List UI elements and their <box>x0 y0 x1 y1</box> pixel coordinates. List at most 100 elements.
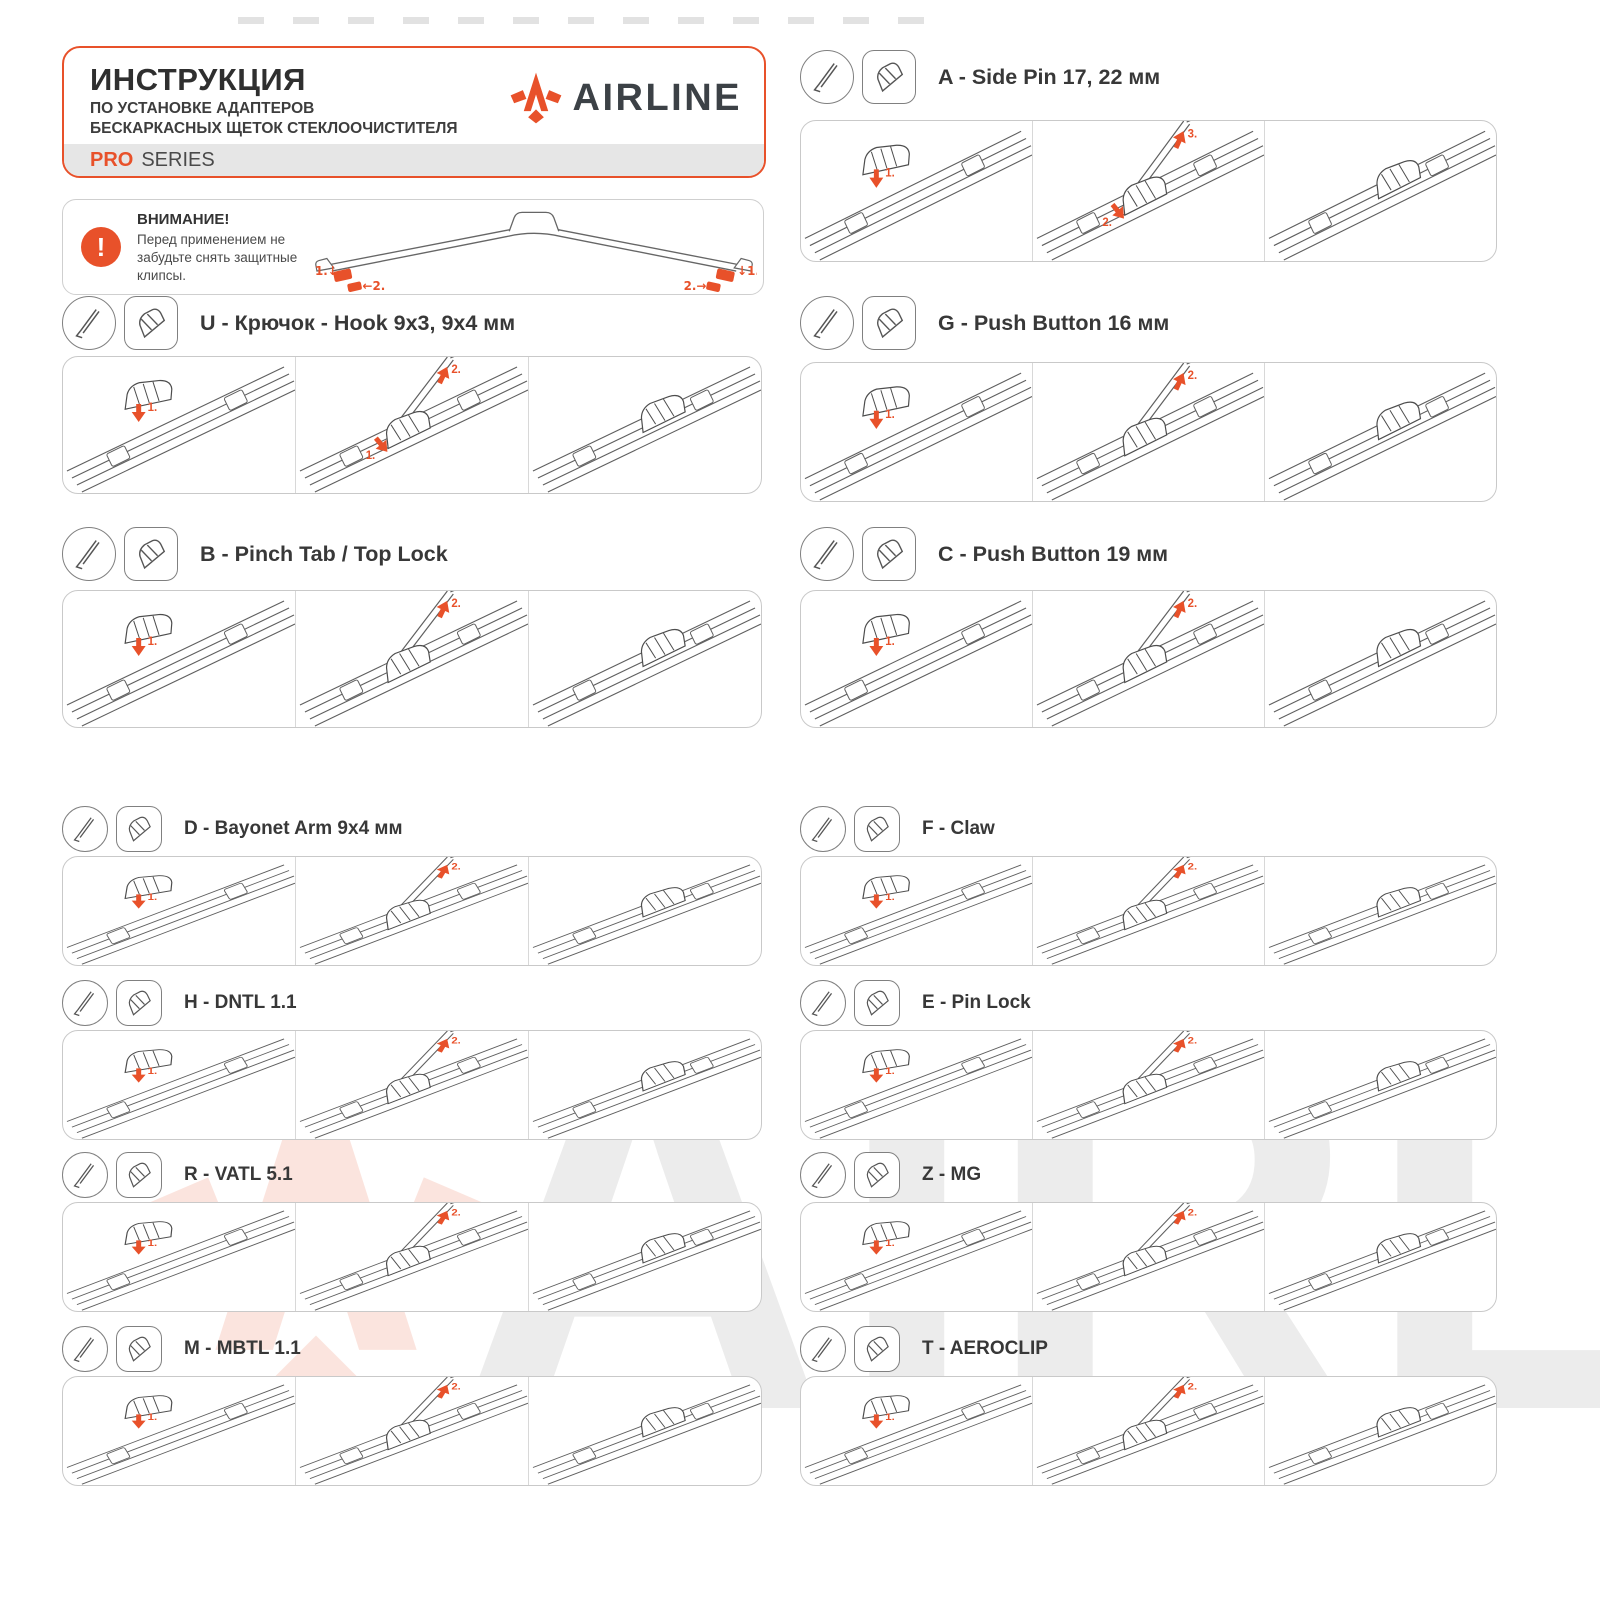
step-panel-1: 1. <box>63 1203 295 1311</box>
step-panel-2: 2. <box>1032 591 1264 727</box>
step-panel-1: 1. <box>63 357 295 493</box>
section-header-B: B - Pinch Tab / Top Lock <box>62 527 448 581</box>
brand-name: AIRLINE <box>572 76 742 119</box>
section-title: C - Push Button 19 мм <box>938 541 1169 566</box>
section-header-Z: Z - MG <box>800 1152 981 1198</box>
instruction-strip-H: 1. 2. <box>62 1030 762 1140</box>
wiper-arm-icon <box>62 1152 108 1198</box>
wiper-arm-icon <box>62 980 108 1026</box>
warning-box: ! ВНИМАНИЕ! Перед применением не забудьт… <box>62 199 764 295</box>
series-bar: PRO SERIES <box>64 144 764 176</box>
step-panel-1: 1. <box>801 363 1032 501</box>
step-panel-1: 1. <box>63 1377 295 1485</box>
svg-text:2.: 2. <box>1188 863 1198 873</box>
adapter-icon <box>124 296 178 350</box>
step-panel-2: 2. <box>1032 857 1264 965</box>
adapter-icon <box>862 50 916 104</box>
series-pro-label: PRO <box>90 148 134 171</box>
step-panel-3 <box>1264 363 1496 501</box>
svg-text:2.: 2. <box>1188 1037 1198 1047</box>
clip-step-left-2: ←2. <box>363 279 386 292</box>
svg-text:2.: 2. <box>1188 370 1197 382</box>
svg-text:1.: 1. <box>148 1239 158 1249</box>
adapter-icon <box>862 527 916 581</box>
section-title: B - Pinch Tab / Top Lock <box>200 541 448 566</box>
step-panel-3 <box>1264 1031 1496 1139</box>
step-panel-3 <box>1264 1203 1496 1311</box>
series-label: SERIES <box>141 148 215 171</box>
brand-logo: AIRLINE <box>508 70 743 126</box>
svg-text:2.: 2. <box>1188 1383 1198 1393</box>
section-title: F - Claw <box>922 818 995 839</box>
section-title: U - Крючок - Hook 9x3, 9x4 мм <box>200 310 516 335</box>
adapter-icon <box>116 980 162 1026</box>
wiper-arm-icon <box>800 1326 846 1372</box>
step-panel-1: 1. <box>801 1377 1032 1485</box>
wiper-arm-icon <box>800 296 854 350</box>
instruction-strip-E: 1. 2. <box>800 1030 1497 1140</box>
section-header-U: U - Крючок - Hook 9x3, 9x4 мм <box>62 296 515 350</box>
section-header-D: D - Bayonet Arm 9x4 мм <box>62 806 403 852</box>
instruction-strip-M: 1. 2. <box>62 1376 762 1486</box>
wiper-arm-icon <box>62 1326 108 1372</box>
section-title: D - Bayonet Arm 9x4 мм <box>184 818 403 839</box>
adapter-icon <box>116 1326 162 1372</box>
wiper-arm-icon <box>62 527 116 581</box>
adapter-icon <box>854 1152 900 1198</box>
section-title: H - DNTL 1.1 <box>184 992 297 1013</box>
adapter-icon <box>116 806 162 852</box>
svg-text:2.: 2. <box>1188 598 1198 610</box>
section-title: M - MBTL 1.1 <box>184 1338 301 1359</box>
section-header-T: T - AEROCLIP <box>800 1326 1048 1372</box>
page-subtitle: ПО УСТАНОВКЕ АДАПТЕРОВ БЕСКАРКАСНЫХ ЩЕТО… <box>90 99 458 140</box>
step-panel-3 <box>1264 857 1496 965</box>
section-header-C: C - Push Button 19 мм <box>800 527 1168 581</box>
adapter-icon <box>854 980 900 1026</box>
step-panel-3 <box>528 1203 761 1311</box>
step-panel-2: 2. 1. <box>295 357 528 493</box>
adapter-icon <box>854 806 900 852</box>
page-title: ИНСТРУКЦИЯ <box>90 62 306 97</box>
warning-text: Перед применением не забудьте снять защи… <box>137 232 298 284</box>
adapter-icon <box>124 527 178 581</box>
step-panel-2: 3. 2. <box>1032 121 1264 261</box>
clip-step-right-1: ↓1. <box>737 264 757 278</box>
section-header-G: G - Push Button 16 мм <box>800 296 1169 350</box>
clip-step-left-1: 1.↓ <box>315 264 338 278</box>
svg-text:2.: 2. <box>451 598 461 610</box>
step-panel-2: 2. <box>1032 1031 1264 1139</box>
step-panel-2: 2. <box>295 591 528 727</box>
section-title: T - AEROCLIP <box>922 1338 1048 1359</box>
wiper-arm-icon <box>800 980 846 1026</box>
svg-text:2.: 2. <box>451 863 461 873</box>
svg-text:3.: 3. <box>1188 127 1198 140</box>
adapter-icon <box>862 296 916 350</box>
instruction-strip-T: 1. 2. <box>800 1376 1497 1486</box>
section-header-R: R - VATL 5.1 <box>62 1152 293 1198</box>
step-panel-3 <box>528 857 761 965</box>
subtitle-line1: ПО УСТАНОВКЕ АДАПТЕРОВ <box>90 100 315 117</box>
step-panel-3 <box>1264 591 1496 727</box>
step-panel-1: 1. <box>801 857 1032 965</box>
step-panel-2: 2. <box>295 1377 528 1485</box>
adapter-icon <box>116 1152 162 1198</box>
wiper-arm-icon <box>800 50 854 104</box>
svg-text:1.: 1. <box>148 636 158 648</box>
subtitle-line2: БЕСКАРКАСНЫХ ЩЕТОК СТЕКЛООЧИСТИТЕЛЯ <box>90 120 458 138</box>
wiper-arm-icon <box>800 806 846 852</box>
exclamation-glyph: ! <box>96 231 106 262</box>
step-panel-1: 1. <box>801 121 1032 261</box>
warning-title: ВНИМАНИЕ! <box>137 211 230 228</box>
svg-text:1.: 1. <box>366 450 376 462</box>
step-panel-3 <box>528 1031 761 1139</box>
warning-texts: ВНИМАНИЕ! Перед применением не забудьте … <box>137 211 322 286</box>
svg-text:1.: 1. <box>148 893 158 903</box>
step-panel-1: 1. <box>801 1203 1032 1311</box>
step-panel-3 <box>528 591 761 727</box>
step-panel-1: 1. <box>63 857 295 965</box>
header: ИНСТРУКЦИЯ ПО УСТАНОВКЕ АДАПТЕРОВ БЕСКАР… <box>62 46 766 178</box>
section-header-F: F - Claw <box>800 806 995 852</box>
instruction-strip-U: 1. 2. 1. <box>62 356 762 494</box>
perforation-marks <box>238 17 950 24</box>
clip-step-right-2: 2.→ <box>684 279 707 292</box>
